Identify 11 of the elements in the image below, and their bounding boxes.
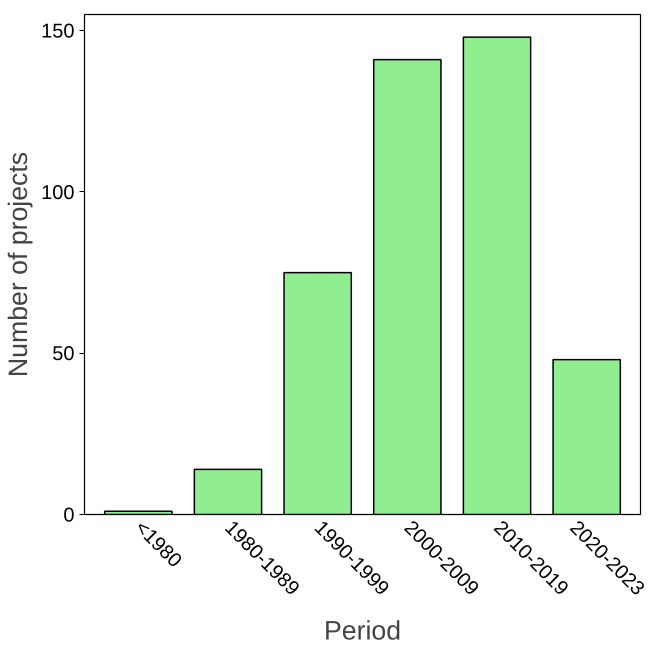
bar xyxy=(194,468,262,514)
y-tick-label: 100 xyxy=(41,182,75,204)
bar xyxy=(462,36,532,514)
y-tick-label: 50 xyxy=(52,343,75,366)
x-axis-title: Period xyxy=(324,616,402,646)
bar xyxy=(552,358,622,514)
y-tick-label: 150 xyxy=(41,20,75,43)
bar xyxy=(283,272,352,514)
y-tick-label: 0 xyxy=(63,504,74,526)
y-axis-title: Number of projects xyxy=(3,152,34,378)
bar xyxy=(372,58,442,514)
